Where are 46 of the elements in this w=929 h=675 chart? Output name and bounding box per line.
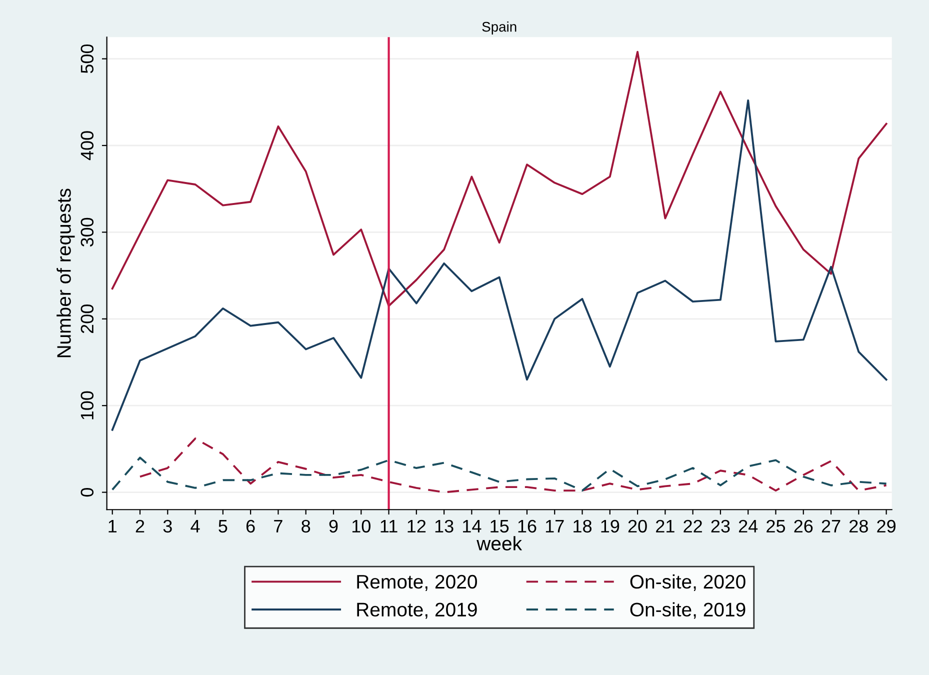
x-tick-label: 9	[329, 520, 338, 533]
x-tick-label: 7	[274, 520, 282, 532]
x-tick-label: 16	[518, 520, 536, 533]
x-tick-label: 14	[463, 520, 482, 532]
y-tick-label: 300	[80, 218, 94, 247]
y-tick-label: 500	[80, 44, 94, 74]
y-axis-title: Number of requests	[56, 188, 75, 358]
x-tick-label: 13	[435, 520, 454, 533]
x-tick-label: 5	[218, 520, 228, 533]
x-tick-label: 11	[380, 520, 398, 532]
x-tick-label: 29	[877, 520, 896, 533]
x-tick-label: 10	[352, 520, 370, 533]
x-tick-label: 12	[408, 520, 426, 532]
x-axis-title: week	[476, 536, 522, 550]
x-tick-label: 22	[684, 520, 702, 532]
x-tick-label: 19	[601, 520, 620, 533]
legend-label: On-site, 2020	[630, 574, 746, 591]
x-tick-label: 6	[246, 520, 255, 533]
x-tick-label: 3	[163, 520, 172, 533]
x-tick-label: 1	[108, 520, 117, 532]
x-tick-label: 15	[490, 520, 509, 533]
y-tick-label: 0	[80, 488, 94, 497]
line-series	[111, 99, 888, 431]
x-tick-label: 21	[656, 520, 674, 532]
x-tick-label: 17	[546, 520, 564, 532]
x-tick-label: 28	[850, 520, 868, 533]
y-tick-label: 400	[80, 131, 94, 160]
x-tick-label: 20	[628, 520, 647, 533]
x-tick-label: 24	[738, 520, 758, 532]
x-tick-label: 2	[136, 520, 144, 532]
y-tick-label: 200	[80, 304, 94, 334]
y-tick-label: 100	[80, 391, 94, 420]
legend-label: On-site, 2019	[630, 602, 746, 619]
x-tick-label: 4	[190, 520, 200, 532]
line-series	[139, 438, 888, 494]
x-tick-label: 8	[302, 520, 310, 533]
x-tick-label: 18	[574, 520, 592, 533]
chart-title: Spain	[482, 22, 516, 34]
x-tick-label: 27	[822, 520, 840, 532]
x-tick-label: 25	[766, 520, 786, 533]
line-series	[111, 50, 888, 307]
line-series	[111, 456, 888, 492]
x-tick-label: 26	[794, 520, 813, 533]
legend-label: Remote, 2020	[357, 574, 477, 591]
legend-label: Remote, 2019	[357, 602, 477, 619]
x-tick-label: 23	[711, 520, 730, 533]
